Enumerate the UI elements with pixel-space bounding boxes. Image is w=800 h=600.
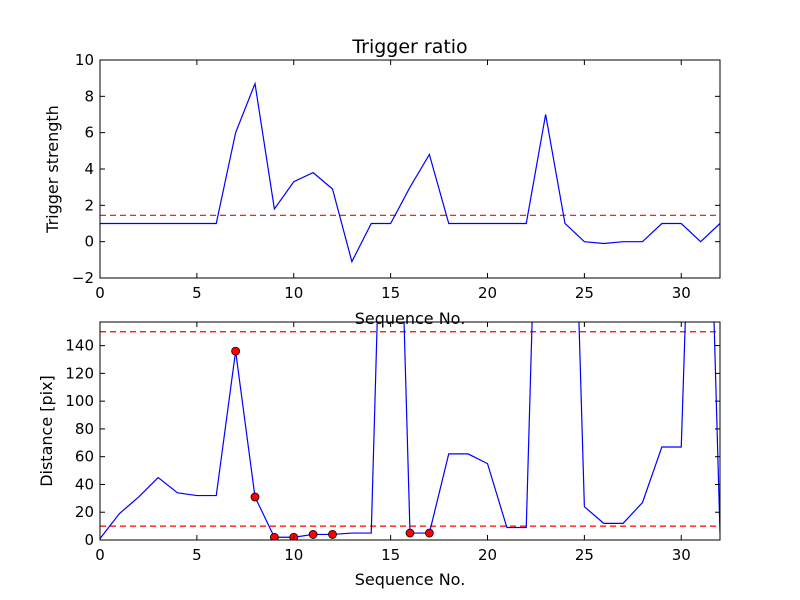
trigger-x-tick-label-1: 5 (192, 284, 202, 302)
distance-plot-area (100, 322, 720, 540)
distance-y-label: Distance [pix] (37, 375, 56, 487)
trigger-ratio-y-label: Trigger strength (43, 105, 62, 234)
trigger-y-tick-label-4: 6 (84, 124, 94, 142)
trigger-ratio-plot-area (100, 81, 720, 264)
trigger-y-tick-label-0: −2 (72, 269, 94, 287)
distance-y-tick-label-0: 0 (84, 531, 94, 549)
distance-marker-2 (269, 532, 279, 540)
distance-x-ticks: 0 5 10 15 20 25 30 (95, 322, 691, 564)
trigger-y-tick-label-2: 2 (84, 196, 94, 214)
distance-marker-0 (231, 346, 241, 356)
trigger-y-tick-label-6: 10 (75, 51, 94, 69)
distance-x-tick-label-3: 15 (381, 546, 400, 564)
distance-marker-6 (405, 528, 415, 538)
distance-y-tick-label-2: 40 (75, 475, 94, 493)
distance-x-tick-label-2: 10 (284, 546, 303, 564)
trigger-x-tick-label-6: 30 (672, 284, 691, 302)
trigger-ratio-x-label: Sequence No. (355, 309, 466, 328)
trigger-ratio-y-ticks: −2 0 2 4 6 8 10 (72, 51, 720, 287)
trigger-ratio-x-ticks: 0 5 10 15 20 25 30 (95, 60, 691, 302)
distance-y-tick-label-4: 80 (75, 420, 94, 438)
distance-x-label: Sequence No. (355, 570, 466, 589)
distance-panel: 0 5 10 15 20 25 30 0 20 40 60 80 100 120 140 Sequence… (37, 321, 721, 589)
distance-y-tick-label-6: 120 (65, 364, 94, 382)
distance-marker-5 (328, 530, 337, 539)
trigger-ratio-title: Trigger ratio (351, 36, 467, 58)
trigger-x-tick-label-4: 20 (478, 284, 497, 302)
distance-y-tick-label-3: 60 (75, 448, 94, 466)
distance-marker-1 (250, 492, 260, 502)
distance-y-tick-label-7: 140 (65, 337, 94, 355)
distance-y-tick-label-5: 100 (65, 392, 94, 410)
trigger-x-tick-label-3: 15 (381, 284, 400, 302)
trigger-y-tick-label-1: 0 (84, 233, 94, 251)
distance-x-tick-label-4: 20 (478, 546, 497, 564)
distance-x-tick-label-1: 5 (192, 546, 202, 564)
trigger-x-tick-label-2: 10 (284, 284, 303, 302)
distance-x-tick-label-5: 25 (575, 546, 594, 564)
distance-x-tick-label-0: 0 (95, 546, 105, 564)
distance-y-tick-label-1: 20 (75, 503, 94, 521)
distance-y-ticks: 0 20 40 60 80 100 120 140 (65, 337, 720, 549)
trigger-x-tick-label-0: 0 (95, 284, 105, 302)
distance-marker-7 (424, 528, 434, 538)
trigger-series-line-0 (100, 81, 720, 264)
trigger-y-tick-label-5: 8 (84, 87, 94, 105)
distance-x-tick-label-6: 30 (672, 546, 691, 564)
trigger-y-tick-label-3: 4 (84, 160, 94, 178)
trigger-x-tick-label-5: 25 (575, 284, 594, 302)
distance-axes-frame (99, 321, 721, 541)
distance-marker-4 (308, 530, 318, 539)
